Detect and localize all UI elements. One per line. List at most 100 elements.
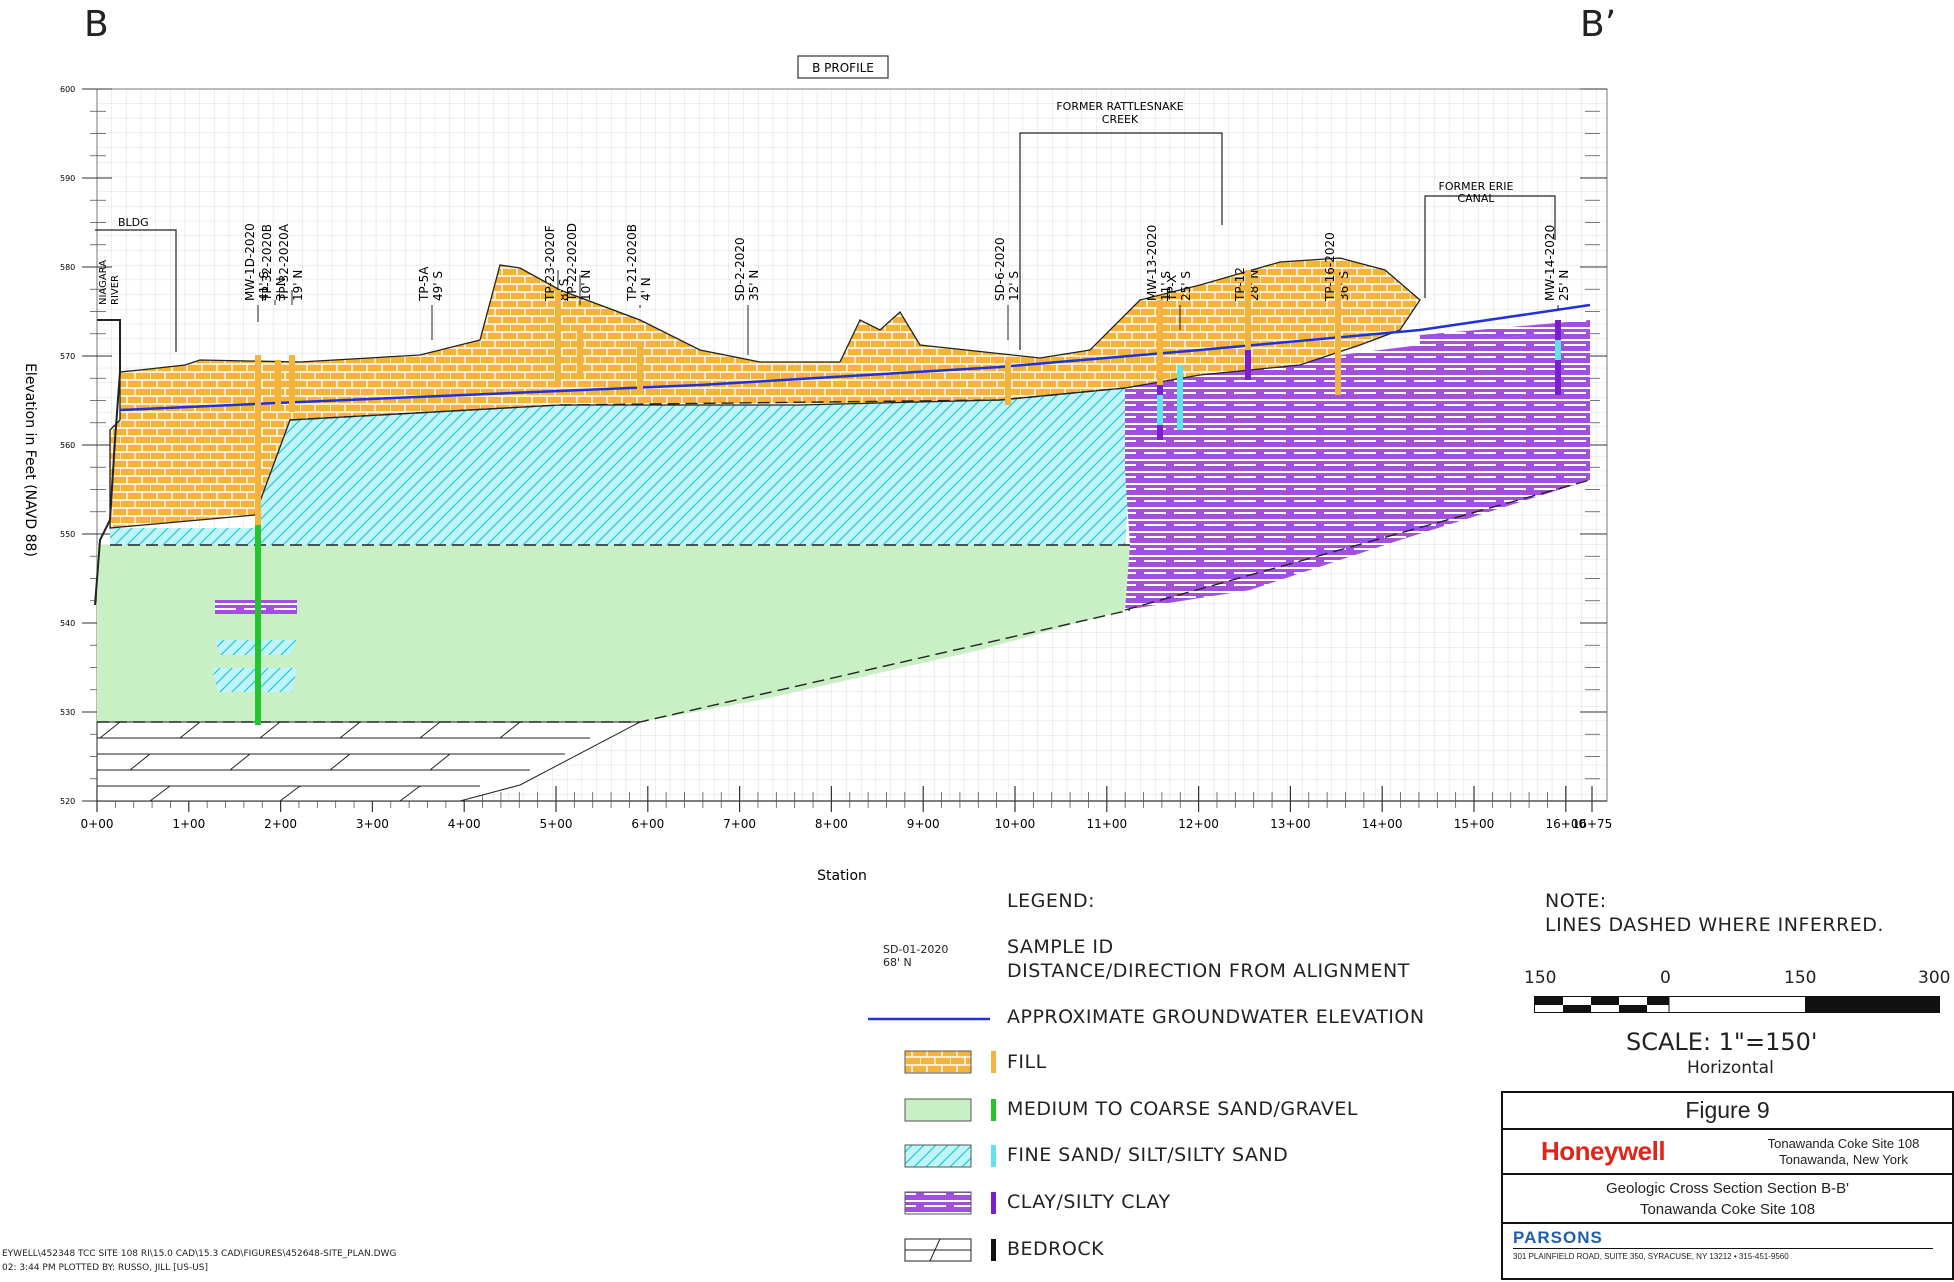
scale-tick-4: 300	[1918, 968, 1951, 988]
legend-distance: DISTANCE/DIRECTION FROM ALIGNMENT	[1007, 960, 1410, 982]
sample-label: TP-21-2020B 4' N	[625, 224, 653, 308]
niagara-label-2: RIVER	[110, 275, 121, 305]
clay-swatch	[904, 1191, 972, 1215]
sample-label: TP-32-2020B 3' N	[260, 224, 288, 305]
sample-distance: 25' N	[1557, 270, 1571, 301]
sample-label: TP-32-2020A 19' N	[277, 223, 305, 305]
y-tick-label: 590	[60, 174, 75, 183]
sample-distance: 10' N	[579, 270, 593, 301]
sample-label: TP-X 25' S	[1165, 271, 1193, 330]
fill-layer	[109, 257, 1421, 529]
legend-example-id: SD-01-2020	[883, 943, 949, 956]
sample-distance: 25' S	[1179, 271, 1193, 301]
sample-distance: 49' S	[431, 271, 445, 301]
scale-tick-2: 0	[1660, 968, 1671, 988]
clay-layer	[1125, 330, 1590, 610]
x-tick-label: 0+00	[81, 817, 114, 831]
sample-distance: 11' S	[1159, 271, 1173, 301]
legend-groundwater: APPROXIMATE GROUNDWATER ELEVATION	[1007, 1006, 1425, 1028]
legend-fine-sand: FINE SAND/ SILT/SILTY SAND	[1007, 1144, 1289, 1166]
x-tick-label: 14+00	[1362, 817, 1403, 831]
note-text: LINES DASHED WHERE INFERRED.	[1545, 914, 1884, 936]
creek-bracket	[1019, 132, 1223, 350]
sample-distance: 19' N	[291, 270, 305, 301]
profile-label: B PROFILE	[812, 61, 874, 75]
sample-id: MW-13-2020	[1145, 225, 1159, 301]
honeywell-logo: Honeywell	[1541, 1136, 1666, 1166]
sample-label: MW-14-2020 25' N	[1543, 225, 1571, 310]
x-tick-label: 15+00	[1454, 817, 1495, 831]
legend-sample-id: SAMPLE ID	[1007, 936, 1114, 958]
x-tick-label: 2+00	[264, 817, 297, 831]
section-end-label: B’	[1580, 4, 1617, 45]
canal-label-2: CANAL	[1457, 192, 1495, 205]
sample-distance: 4' N	[639, 277, 653, 301]
firm-address: 301 PLAINFIELD ROAD, SUITE 350, SYRACUSE…	[1513, 1252, 1789, 1261]
sample-id: TP-32-2020A	[277, 223, 291, 302]
borehole-segment	[255, 355, 261, 525]
x-tick-label: 6+00	[631, 817, 664, 831]
x-tick-label: 9+00	[907, 817, 940, 831]
ground-surface-left	[94, 319, 121, 606]
sample-id: TP-12	[1233, 267, 1247, 302]
sample-distance: 35' N	[747, 270, 761, 301]
y-tick-label: 550	[60, 530, 75, 539]
borehole-segment	[555, 290, 561, 385]
sample-label: MW-1D-2020 41' S	[243, 223, 271, 322]
legend-swatches	[868, 1017, 996, 1262]
x-tick-label: 12+00	[1178, 817, 1219, 831]
x-tick-label: 4+00	[448, 817, 481, 831]
scale-bar	[1534, 996, 1940, 1013]
x-tick-label: 1+00	[172, 817, 205, 831]
borehole-segment	[289, 355, 295, 412]
site-name: Tonawanda Coke Site 108	[1767, 1136, 1920, 1151]
sample-id: TP-X	[1165, 275, 1179, 302]
borehole-segment	[1157, 395, 1163, 425]
sample-label: SD-2-2020 35' N	[733, 237, 761, 355]
fine-sand-swatch	[904, 1144, 972, 1168]
borehole-segment	[1245, 270, 1251, 350]
parsons-logo: PARSONS	[1513, 1228, 1603, 1247]
borehole-segment	[577, 325, 583, 375]
x-tick-label: 13+00	[1270, 817, 1311, 831]
legend-bedrock: BEDROCK	[1007, 1238, 1105, 1260]
borehole-segment	[255, 525, 261, 725]
scale-label: SCALE: 1"=150'	[1626, 1028, 1818, 1056]
legend-fill: FILL	[1007, 1051, 1047, 1073]
groundwater-line	[119, 303, 1591, 412]
fill-swatch	[904, 1050, 972, 1074]
y-tick-label: 600	[60, 85, 75, 94]
sample-labels: MW-1D-2020 41' STP-32-2020B 3' NTP-32-2020…	[243, 223, 1571, 355]
borehole-segment	[1005, 360, 1011, 405]
x-tick-label: 10+00	[995, 817, 1036, 831]
y-axis-label: Elevation in Feet (NAVD 88)	[22, 363, 38, 557]
x-tick-label: 8+00	[815, 817, 848, 831]
sample-id: TP-5A	[417, 266, 431, 302]
sample-id: MW-14-2020	[1543, 225, 1557, 301]
creek-label-2: CREEK	[1102, 113, 1139, 126]
x-tick-label: 16+00	[1546, 817, 1587, 831]
sample-id: SD-2-2020	[733, 237, 747, 301]
scale-tick-1: 150	[1524, 968, 1557, 988]
site-location: Tonawanda, New York	[1779, 1152, 1908, 1167]
y-tick-label: 540	[60, 619, 75, 628]
plot-info: 02: 3:44 PM PLOTTED BY: RUSSO, JILL [US-…	[2, 1263, 209, 1273]
y-tick-label: 570	[60, 352, 75, 361]
borehole-segment	[1335, 275, 1341, 395]
figure-number: Figure 9	[1503, 1093, 1952, 1130]
x-tick-label: 11+00	[1087, 817, 1128, 831]
y-tick-label: 530	[60, 708, 75, 717]
sample-label: TP-22-2020D 10' N	[565, 223, 593, 305]
sample-distance: 3' N	[274, 277, 288, 301]
legend-example-dist: 68' N	[883, 956, 912, 969]
x-tick-label: 16+75	[1572, 817, 1613, 831]
sample-id: TP-16-2020	[1323, 232, 1337, 302]
creek-label-1: FORMER RATTLESNAKE	[1056, 100, 1183, 113]
bldg-bracket	[95, 229, 177, 352]
scale-orientation: Horizontal	[1687, 1058, 1774, 1078]
x-tick-label: 3+00	[356, 817, 389, 831]
borehole-segment	[1555, 340, 1561, 360]
client-row: Honeywell Tonawanda Coke Site 108 Tonawa…	[1503, 1130, 1952, 1175]
section-start-label: B	[84, 4, 109, 45]
